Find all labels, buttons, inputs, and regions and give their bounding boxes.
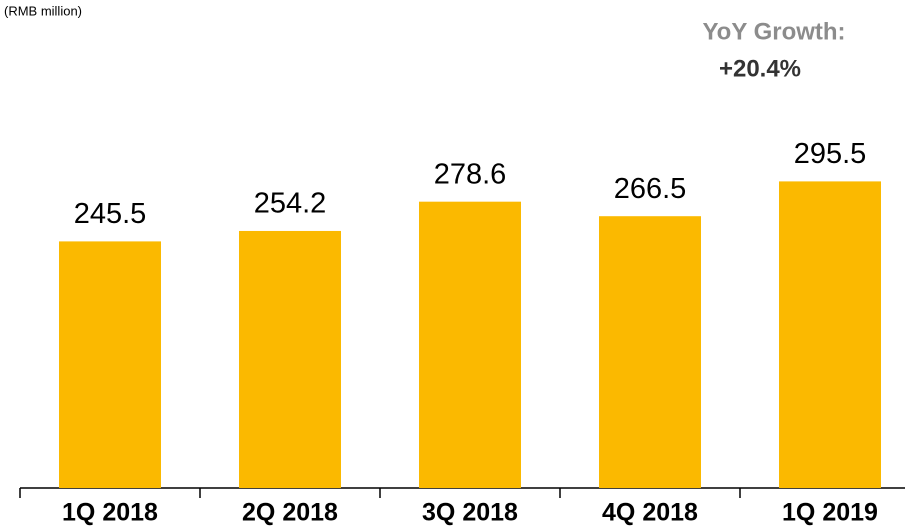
x-tick-label: 1Q 2018: [62, 499, 158, 527]
x-tick-label: 2Q 2018: [242, 499, 338, 527]
bar: [779, 181, 881, 488]
value-label: 295.5: [794, 138, 867, 170]
value-label: 266.5: [614, 173, 687, 205]
x-tick-label: 1Q 2019: [782, 499, 878, 527]
bar: [59, 241, 161, 488]
value-label: 254.2: [254, 188, 327, 220]
bar: [419, 201, 521, 488]
value-label: 278.6: [434, 158, 507, 190]
bar: [239, 230, 341, 488]
annotation: YoY Growth:: [702, 18, 845, 45]
value-label: 245.5: [74, 198, 147, 230]
bar: [599, 216, 701, 488]
annotation: +20.4%: [719, 55, 801, 82]
unit-label: (RMB million): [4, 3, 82, 18]
x-tick-label: 3Q 2018: [422, 499, 518, 527]
x-tick-label: 4Q 2018: [602, 499, 698, 527]
